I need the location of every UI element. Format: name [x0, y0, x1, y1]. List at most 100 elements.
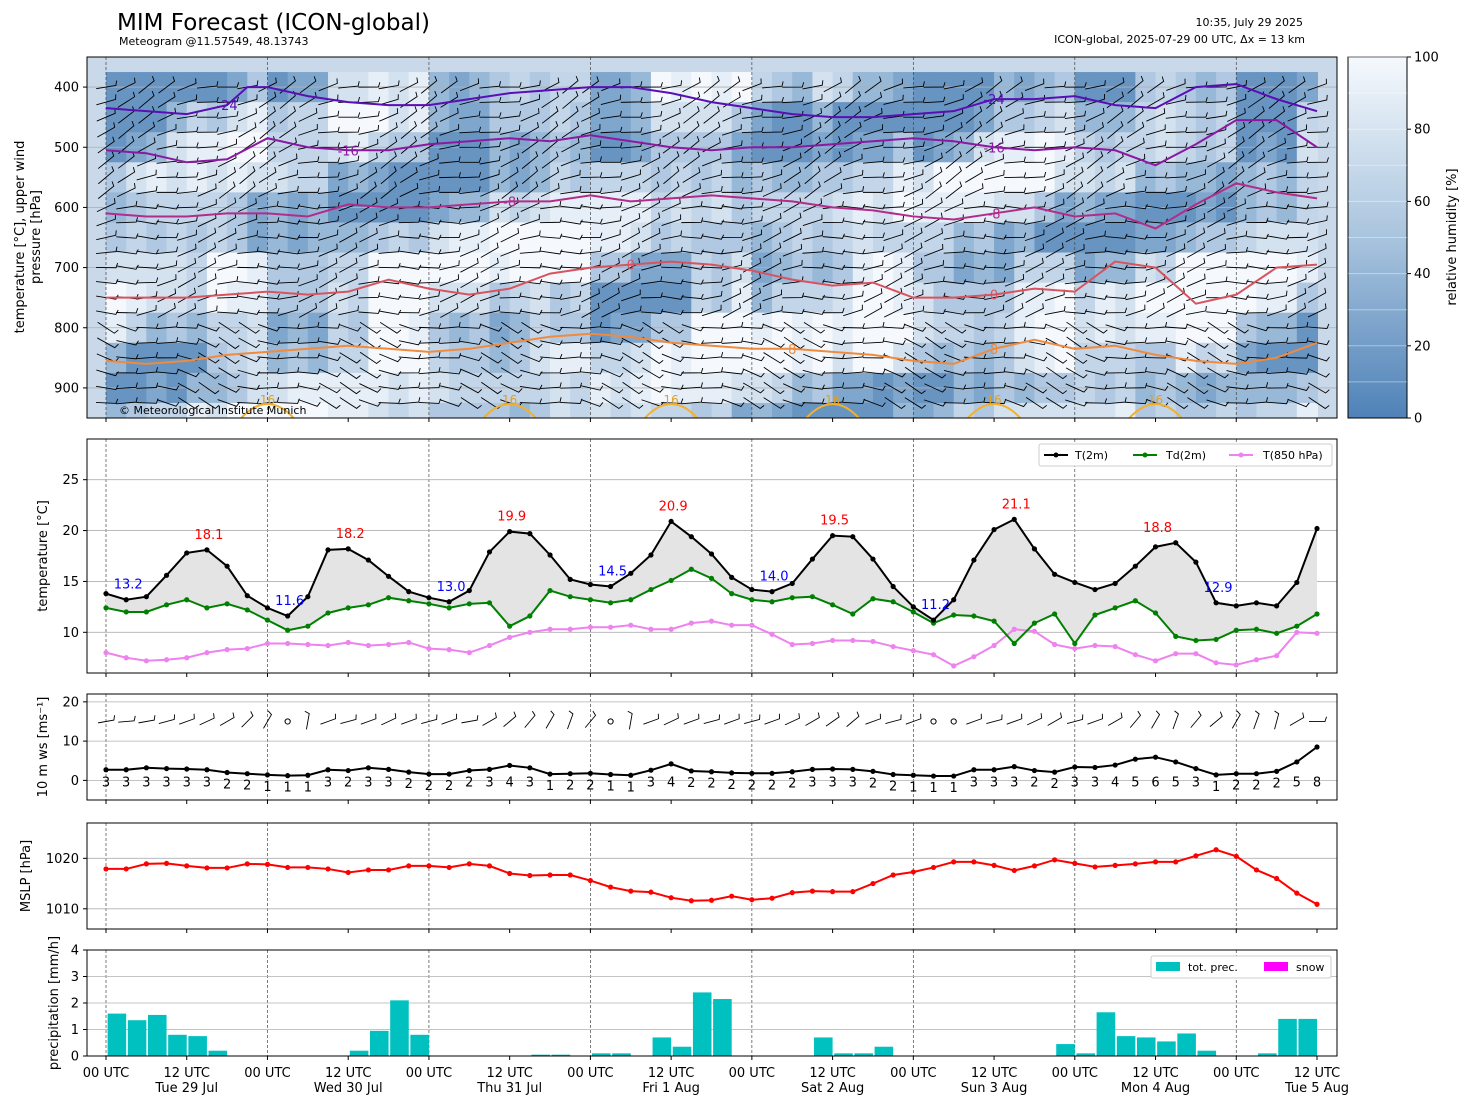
upper-wind-barb — [1045, 242, 1064, 258]
upper-wind-barb — [965, 120, 983, 139]
upper-wind-barb — [621, 242, 640, 258]
upper-wind-barb — [1004, 187, 1027, 193]
upper-wind-barb — [1064, 260, 1086, 271]
upper-wind-barb — [862, 187, 885, 193]
upper-wind-barb — [763, 397, 785, 409]
humidity-cell — [933, 252, 955, 284]
upper-wind-barb — [479, 305, 501, 316]
upper-wind-barb — [239, 151, 256, 169]
humidity-cell — [348, 222, 370, 254]
upper-wind-barb — [540, 340, 563, 346]
upper-wind-barb — [116, 368, 139, 374]
legend-td2m: Td(2m) — [1165, 449, 1206, 462]
upper-wind-barb — [762, 213, 782, 228]
upper-wind-barb — [1125, 337, 1148, 344]
humidity-cell — [227, 102, 249, 134]
humidity-cell — [1256, 402, 1278, 418]
legend-total-precip: tot. prec. — [1188, 961, 1238, 974]
upper-wind-barb — [722, 107, 742, 122]
upper-wind-barb — [399, 77, 419, 93]
temperature-point — [567, 576, 573, 583]
surface-wind-barb — [461, 715, 479, 724]
upper-wind-barb — [1125, 263, 1148, 269]
temperature-point — [1092, 612, 1098, 618]
temperature-point — [204, 547, 210, 553]
upper-wind-barb — [986, 90, 1003, 109]
upper-wind-barb — [1307, 201, 1329, 209]
wind-gust-label: 1 — [304, 780, 312, 795]
upper-wind-barb — [359, 351, 381, 365]
upper-wind-barb — [1165, 110, 1188, 119]
upper-wind-barb — [459, 142, 482, 148]
upper-wind-barb — [501, 336, 523, 350]
surface-wind-barb — [885, 714, 902, 724]
upper-wind-barb — [117, 182, 136, 198]
isotherm-line — [105, 182, 1318, 230]
surface-wind-barb — [1309, 716, 1327, 722]
humidity-cell — [1216, 102, 1238, 134]
upper-wind-barb — [118, 121, 135, 139]
upper-wind-barb — [177, 368, 200, 378]
upper-wind-barb — [620, 112, 643, 118]
humidity-cell — [267, 72, 289, 104]
day-label: Thu 31 Jul — [476, 1081, 542, 1096]
upper-wind-barb — [923, 308, 946, 315]
humidity-cell — [509, 222, 531, 254]
upper-wind-barb — [1145, 369, 1168, 375]
upper-wind-barb — [379, 321, 402, 334]
upper-wind-barb — [1025, 368, 1048, 378]
temperature-point — [507, 623, 513, 629]
upper-wind-barb — [842, 323, 865, 329]
humidity-cell — [509, 342, 531, 374]
upper-wind-barb — [116, 397, 138, 405]
temperature-point — [951, 663, 957, 669]
upper-wind-barb — [1186, 212, 1206, 228]
humidity-cell — [1094, 222, 1117, 254]
upper-wind-barb — [681, 279, 704, 285]
upper-wind-barb — [1086, 151, 1104, 169]
upper-wind-barb — [196, 112, 219, 118]
mslp-point — [1193, 853, 1199, 859]
wind-gust-label: 3 — [1192, 775, 1200, 790]
humidity-cell — [1135, 372, 1157, 404]
upper-wind-barb — [178, 397, 200, 409]
upper-wind-barb — [1004, 273, 1025, 287]
upper-wind-barb — [177, 229, 197, 241]
upper-wind-barb — [944, 107, 964, 122]
humidity-cell — [630, 72, 652, 104]
upper-wind-barb — [97, 136, 115, 154]
humidity-cell — [348, 312, 370, 344]
time-tick-label: 12 UTC — [809, 1066, 855, 1081]
temperature-point — [123, 609, 129, 615]
upper-wind-barb — [137, 121, 156, 139]
upper-wind-barb — [257, 200, 279, 210]
upper-wind-barb — [379, 108, 399, 122]
humidity-cell — [1195, 192, 1218, 224]
surface-wind-barb — [441, 713, 458, 725]
upper-wind-barb — [459, 229, 480, 241]
humidity-cell — [166, 102, 188, 134]
upper-wind-barb — [782, 138, 803, 152]
precip-bar — [1258, 1053, 1277, 1056]
upper-wind-barb — [1186, 227, 1206, 243]
upper-wind-barb — [904, 227, 923, 243]
surface-wind-barb — [567, 710, 574, 730]
upper-wind-barb — [681, 307, 704, 314]
upper-wind-barb — [1165, 157, 1188, 163]
mslp-point — [991, 862, 997, 869]
humidity-cell — [1216, 282, 1238, 314]
mslp-point — [224, 865, 230, 871]
humidity-cell — [469, 102, 491, 134]
upper-wind-barb — [1306, 323, 1330, 330]
precip-bar — [834, 1053, 853, 1056]
upper-wind-barb — [338, 305, 359, 316]
upper-wind-barb — [378, 398, 401, 404]
humidity-cell — [1296, 222, 1318, 254]
upper-wind-barb — [398, 397, 421, 405]
humidity-cell — [1074, 162, 1096, 194]
upper-wind-barb — [822, 217, 845, 224]
upper-wind-barb — [943, 246, 966, 254]
humidity-cell — [449, 222, 471, 254]
wind-gust-label: 3 — [849, 775, 857, 790]
humidity-cell — [550, 132, 572, 164]
